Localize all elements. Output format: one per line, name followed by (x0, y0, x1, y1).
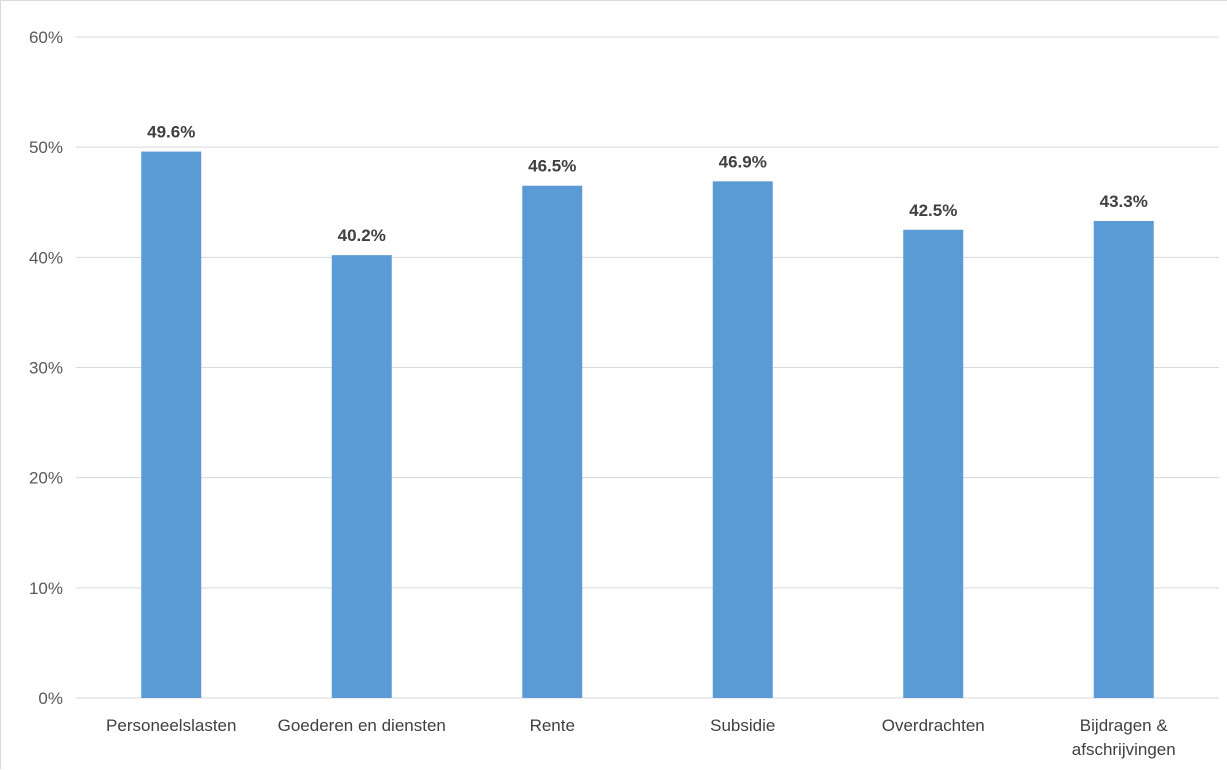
y-tick-label: 40% (29, 248, 63, 267)
x-axis-category-labels: Personeelslasten Goederen en diensten Rent… (106, 716, 1176, 759)
y-tick-label: 10% (29, 579, 63, 598)
data-label: 42.5% (909, 201, 957, 220)
bar (331, 255, 392, 698)
bar (712, 181, 773, 698)
bars (141, 151, 1154, 699)
gridlines (76, 36, 1219, 699)
bar (903, 229, 964, 698)
data-labels: 49.6% 40.2% 46.5% 46.9% 42.5% 43.3% (147, 123, 1148, 246)
category-label: Overdrachten (882, 716, 985, 735)
data-label: 46.5% (528, 157, 576, 176)
data-label: 40.2% (338, 226, 386, 245)
y-tick-label: 20% (29, 469, 63, 488)
y-tick-label: 60% (29, 28, 63, 47)
bar (522, 185, 583, 699)
bar (141, 151, 202, 698)
category-label: Goederen en diensten (278, 716, 446, 735)
category-label: Personeelslasten (106, 716, 236, 735)
category-label: Bijdragen & (1080, 716, 1169, 735)
y-tick-label: 30% (29, 359, 63, 378)
data-label: 43.3% (1100, 192, 1148, 211)
data-label: 46.9% (719, 152, 767, 171)
category-label: Subsidie (710, 716, 775, 735)
data-label: 49.6% (147, 123, 195, 142)
y-tick-label: 50% (29, 138, 63, 157)
y-tick-label: 0% (38, 689, 63, 708)
category-label: Rente (530, 716, 575, 735)
category-label: afschrijvingen (1072, 740, 1176, 759)
bar (1093, 220, 1154, 698)
y-axis-tick-labels: 0% 10% 20% 30% 40% 50% 60% (29, 28, 63, 708)
